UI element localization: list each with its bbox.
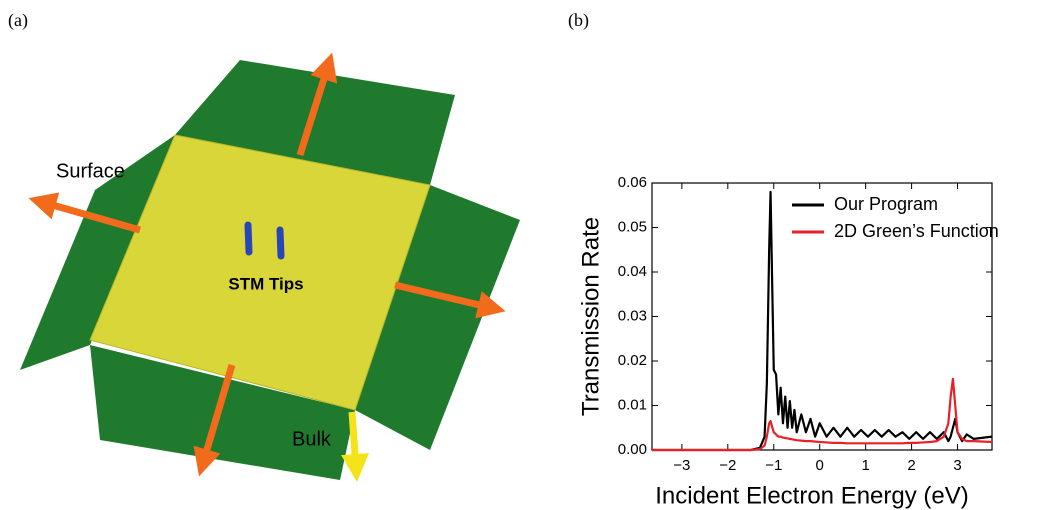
y-tick-label: 0.00 bbox=[618, 441, 647, 458]
bulk-label: Bulk bbox=[292, 428, 332, 450]
panel-label: (b) bbox=[568, 10, 589, 31]
y-tick-label: 0.06 bbox=[618, 174, 647, 191]
x-axis-label: Incident Electron Energy (eV) bbox=[655, 482, 969, 509]
y-tick-label: 0.04 bbox=[618, 263, 647, 280]
x-tick-label: −3 bbox=[673, 457, 690, 474]
panel-label: (a) bbox=[8, 10, 28, 31]
x-tick-label: −2 bbox=[719, 457, 736, 474]
stm-tip bbox=[248, 225, 249, 252]
y-tick-label: 0.03 bbox=[618, 307, 647, 324]
data-line bbox=[652, 379, 992, 450]
chart: 0.00 0.01 0.02 0.03 0.04 0.05 0.06 −3 −2 −1 0 1 2 3 In… bbox=[577, 174, 998, 509]
tips-label: STM Tips bbox=[228, 274, 303, 293]
arrow bbox=[352, 412, 356, 468]
legend-label: Our Program bbox=[834, 194, 938, 214]
x-tick-label: −1 bbox=[765, 457, 782, 474]
stm-tip bbox=[280, 230, 281, 256]
x-tick-label: 1 bbox=[861, 457, 869, 474]
figure: (a) (b) Surface STM Tips Bulk 0.000.010.… bbox=[0, 0, 1056, 510]
slab-illustration: Surface STM Tips Bulk bbox=[20, 60, 520, 480]
surface-label: Surface bbox=[56, 160, 125, 182]
legend-label: 2D Green’s Function bbox=[834, 221, 999, 241]
y-tick-label: 0.05 bbox=[618, 218, 647, 235]
x-tick-label: 0 bbox=[816, 457, 824, 474]
y-tick-label: 0.02 bbox=[618, 352, 647, 369]
y-tick-label: 0.01 bbox=[618, 396, 647, 413]
y-axis-label: Transmission Rate bbox=[577, 217, 604, 416]
x-tick-label: 3 bbox=[953, 457, 961, 474]
page: { "panel_a": {"label": "(a)", "surface_l… bbox=[0, 0, 1056, 510]
x-tick-label: 2 bbox=[907, 457, 915, 474]
